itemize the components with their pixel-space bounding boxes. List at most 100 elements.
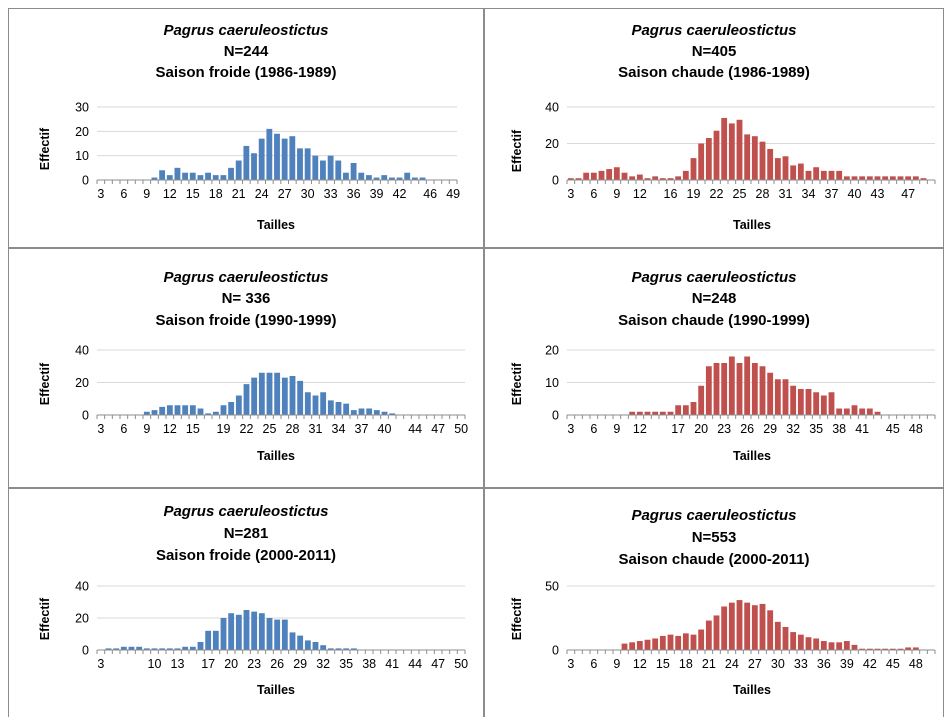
bar [128,646,135,650]
bar [373,410,380,415]
bar [843,408,850,415]
bar [713,615,720,650]
x-tick-label: 34 [802,187,816,201]
bar [905,176,912,180]
x-tick-label: 40 [378,422,392,436]
bar [636,174,643,180]
bar [251,377,258,415]
bar [859,408,866,415]
bar [621,172,628,180]
bar [698,385,705,415]
x-tick-label: 6 [590,422,597,436]
bar [205,630,212,650]
x-tick-label: 9 [613,422,620,436]
x-tick-label: 46 [423,187,437,201]
y-tick-label: 50 [545,580,559,594]
bar [782,156,789,180]
bar [327,648,334,650]
bar [243,384,250,415]
bar [197,175,204,180]
x-tick-label: 28 [756,187,770,201]
bar [705,620,712,650]
bar [358,408,365,415]
bar [327,155,334,180]
bar [774,621,781,650]
bar [613,167,620,180]
x-tick-label: 37 [355,422,369,436]
bar [744,356,751,415]
x-tick-label: 25 [263,422,277,436]
y-axis-label: Effectif [38,127,52,170]
bar [235,395,242,415]
x-tick-label: 32 [786,422,800,436]
bar [820,641,827,650]
bar [736,600,743,650]
bar [759,366,766,415]
bar [350,648,357,650]
x-tick-label: 29 [763,422,777,436]
bar [113,648,120,650]
x-tick-label: 6 [120,422,127,436]
x-tick-label: 45 [886,657,900,671]
bar [644,639,651,650]
chart-season: Saison froide (2000-2011) [156,547,336,564]
bar [813,392,820,415]
bar [136,646,143,650]
bar [274,619,281,650]
x-tick-label: 47 [901,187,915,201]
bar [151,177,158,180]
chart-svg: Pagrus caeruleostictus N= 336 Saison fro… [38,269,468,463]
bar [174,648,181,650]
x-tick-label: 35 [809,422,823,436]
bar [644,411,651,415]
bar [235,614,242,650]
bar [166,175,173,180]
bar [289,376,296,415]
x-tick-label: 12 [633,657,647,671]
bar [598,170,605,180]
bar [644,178,651,180]
bar [836,170,843,180]
bar [358,172,365,180]
bar [820,395,827,415]
x-tick-label: 3 [567,657,574,671]
x-tick-label: 31 [309,422,323,436]
x-tick-label: 3 [97,187,104,201]
bar [859,648,866,650]
x-tick-label: 41 [855,422,869,436]
chart-title: Pagrus caeruleostictus [631,269,796,286]
bar [682,170,689,180]
chart-panel-3: Pagrus caeruleostictus N= 336 Saison fro… [8,248,484,488]
chart-panel-2: Pagrus caeruleostictus N=405 Saison chau… [484,8,944,248]
bar [675,405,682,415]
bar [836,408,843,415]
bar [751,605,758,650]
bar [866,408,873,415]
y-tick-label: 40 [75,344,89,358]
x-tick-label: 35 [339,657,353,671]
bar [751,136,758,180]
bar [759,141,766,180]
bar [274,133,280,180]
bar [843,641,850,650]
x-tick-label: 30 [771,657,785,671]
bar [797,389,804,415]
x-tick-label: 3 [97,422,104,436]
chart-title: Pagrus caeruleostictus [631,22,796,39]
bar [782,379,789,415]
y-tick-label: 20 [545,344,559,358]
bar [736,363,743,415]
bar [920,178,927,180]
bar [636,411,643,415]
plot-area: 0 20 40 3 10 13 17 20 23 26 29 32 35 38 41 44 47 50 [75,580,468,672]
plot-area: 0 20 40 3 6 9 12 15 19 22 25 28 31 34 37 40 44 47 50 [75,344,468,437]
bar [721,363,728,415]
y-tick-label: 20 [75,125,89,139]
bar [629,411,636,415]
x-tick-label: 44 [408,657,422,671]
bar [243,145,250,180]
bar [381,411,388,415]
bar [304,392,311,415]
x-tick-label: 3 [97,657,104,671]
